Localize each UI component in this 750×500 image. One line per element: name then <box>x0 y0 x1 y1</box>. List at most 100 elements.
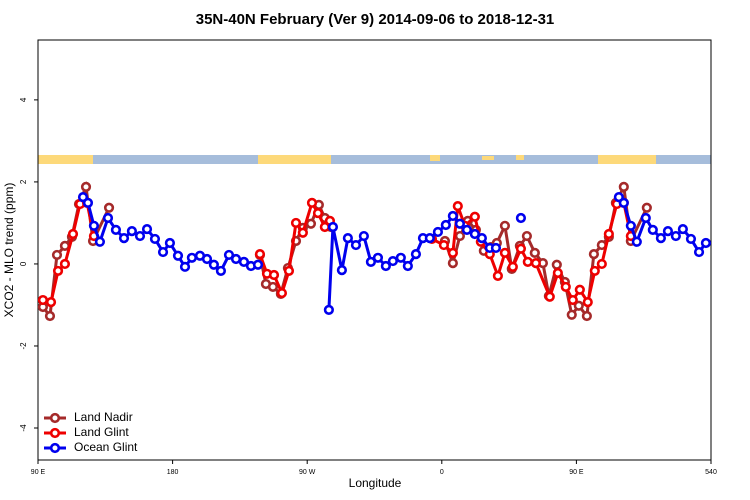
data-point <box>230 253 242 265</box>
data-point <box>685 233 697 245</box>
data-point <box>618 181 629 192</box>
data-point <box>544 291 555 302</box>
data-point <box>380 260 391 272</box>
data-point <box>208 259 219 270</box>
data-point <box>157 246 169 258</box>
legend-marker <box>49 427 61 439</box>
data-point <box>499 247 511 258</box>
data-point <box>693 246 705 258</box>
data-point <box>149 233 161 245</box>
data-point <box>94 236 106 247</box>
data-point <box>215 265 227 277</box>
data-point <box>45 296 57 308</box>
data-point <box>529 247 540 258</box>
data-point <box>515 243 527 254</box>
data-point <box>469 211 480 222</box>
data-point <box>618 197 629 208</box>
data-point <box>252 259 264 270</box>
data-point <box>507 261 518 272</box>
data-point <box>677 223 688 235</box>
data-point <box>447 258 458 269</box>
data-point <box>290 217 302 229</box>
data-point <box>67 228 79 240</box>
data-point <box>102 212 114 224</box>
data-point <box>573 300 584 311</box>
data-point <box>267 281 279 293</box>
data-point <box>365 256 377 267</box>
data-point <box>268 269 280 281</box>
data-point <box>655 233 666 244</box>
data-point <box>51 249 63 261</box>
data-point <box>323 304 334 315</box>
data-point <box>305 218 317 229</box>
data-point <box>499 220 511 231</box>
legend-label: Ocean Glint <box>74 440 138 454</box>
data-point <box>276 287 288 299</box>
data-point <box>312 207 324 219</box>
data-point <box>88 220 100 231</box>
data-point <box>134 230 146 242</box>
data-point <box>596 258 607 270</box>
data-point <box>164 237 176 249</box>
data-point <box>283 265 295 277</box>
data-point <box>432 226 444 238</box>
y-tick-label: 2 <box>19 179 28 184</box>
data-point <box>402 260 413 272</box>
data-point <box>447 210 458 222</box>
data-point <box>625 220 636 231</box>
x-tick-label: 90 W <box>299 469 316 476</box>
data-point <box>530 258 541 269</box>
data-point <box>350 239 362 251</box>
data-point <box>476 233 487 244</box>
data-point <box>306 197 318 208</box>
data-point <box>201 253 213 265</box>
data-point <box>424 233 435 244</box>
data-point <box>297 227 308 238</box>
data-point <box>662 226 674 237</box>
data-point <box>469 228 480 240</box>
data-point <box>179 261 191 272</box>
data-point <box>588 249 599 260</box>
data-point <box>438 239 449 251</box>
data-point <box>410 249 422 260</box>
y-tick-label: -2 <box>19 342 28 350</box>
data-point <box>440 219 451 231</box>
y-tick-label: -4 <box>19 424 28 432</box>
data-point <box>492 270 503 281</box>
data-point <box>581 310 592 322</box>
data-point <box>566 309 577 320</box>
chart-title: 35N-40N February (Ver 9) 2014-09-06 to 2… <box>196 11 555 28</box>
data-point <box>560 281 571 293</box>
data-point <box>223 249 235 261</box>
data-point <box>110 224 122 236</box>
data-point <box>670 230 681 242</box>
data-point <box>172 250 184 261</box>
data-point <box>103 202 115 213</box>
y-tick-label: 0 <box>19 261 28 266</box>
legend-label: Land Nadir <box>74 410 133 424</box>
data-point <box>521 230 532 242</box>
x-tick-label: 180 <box>167 469 179 476</box>
data-point <box>37 294 49 306</box>
data-point <box>603 228 614 240</box>
data-point <box>118 233 130 244</box>
data-point <box>387 255 398 267</box>
legend-marker <box>49 442 61 454</box>
data-point <box>395 252 406 263</box>
data-point <box>452 201 463 212</box>
data-point <box>141 223 153 235</box>
data-point <box>52 265 64 277</box>
data-point <box>567 294 578 306</box>
x-axis-label: Longitude <box>349 476 402 490</box>
data-point <box>522 256 533 267</box>
data-point <box>700 237 712 249</box>
plot-frame <box>37 39 712 461</box>
data-point <box>640 212 651 224</box>
data-point <box>80 181 92 192</box>
data-point <box>454 230 465 242</box>
data-point <box>126 226 138 237</box>
data-point <box>358 230 369 242</box>
data-point <box>44 310 56 322</box>
y-tick-label: 4 <box>19 97 28 102</box>
data-point <box>631 236 642 247</box>
